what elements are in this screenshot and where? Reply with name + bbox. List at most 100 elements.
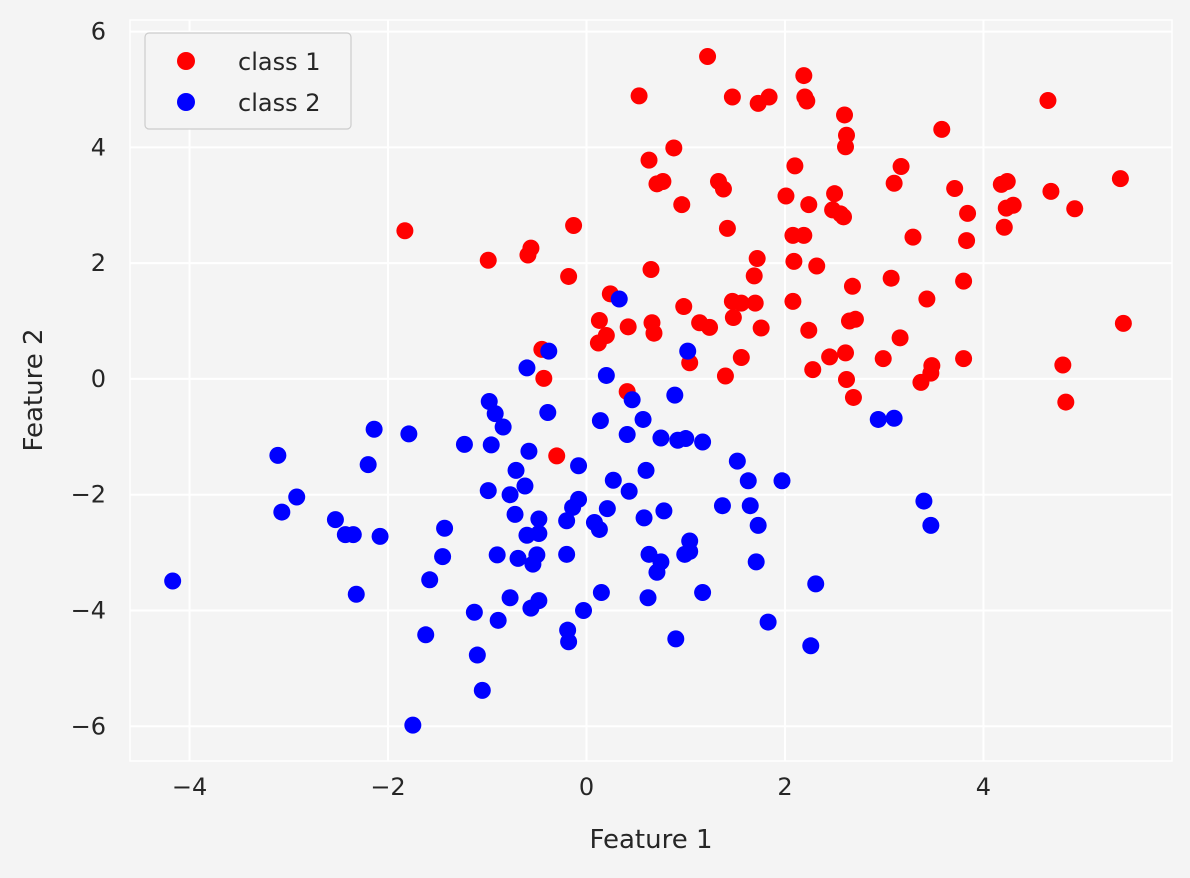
- data-point-class-2: [486, 405, 504, 423]
- data-point-class-2: [635, 509, 653, 527]
- y-tick-label: 4: [91, 133, 106, 161]
- data-point-class-2: [482, 436, 500, 454]
- data-point-class-1: [1057, 393, 1075, 411]
- data-point-class-1: [589, 334, 607, 352]
- data-point-class-2: [570, 457, 588, 475]
- data-point-class-1: [749, 94, 767, 112]
- data-point-class-2: [869, 410, 887, 428]
- data-point-class-1: [835, 208, 853, 226]
- data-point-class-2: [634, 410, 652, 428]
- data-point-class-1: [560, 267, 578, 285]
- data-point-class-2: [539, 403, 557, 421]
- data-point-class-2: [288, 488, 306, 506]
- data-point-class-2: [468, 646, 486, 664]
- data-point-class-1: [535, 369, 553, 387]
- data-point-class-2: [802, 637, 820, 655]
- data-point-class-1: [673, 196, 691, 214]
- data-point-class-2: [570, 490, 588, 508]
- data-point-class-1: [836, 106, 854, 124]
- data-point-class-1: [995, 218, 1013, 236]
- data-point-class-2: [713, 497, 731, 515]
- data-point-class-2: [728, 452, 746, 470]
- x-tick-label: 2: [777, 773, 792, 801]
- data-point-class-2: [694, 433, 712, 451]
- y-tick-label: −4: [71, 596, 106, 624]
- data-point-class-2: [516, 477, 534, 495]
- data-point-class-2: [590, 520, 608, 538]
- data-point-class-2: [648, 563, 666, 581]
- legend-label-class-1: class 1: [238, 48, 320, 76]
- data-point-class-1: [701, 318, 719, 336]
- data-point-class-1: [844, 388, 862, 406]
- data-point-class-2: [518, 359, 536, 377]
- data-point-class-1: [837, 371, 855, 389]
- data-point-class-1: [837, 344, 855, 362]
- data-point-class-1: [826, 185, 844, 203]
- data-point-class-1: [795, 226, 813, 244]
- data-point-class-1: [648, 175, 666, 193]
- data-point-class-1: [958, 232, 976, 250]
- data-point-class-1: [746, 294, 764, 312]
- data-point-class-2: [522, 599, 540, 617]
- data-point-class-1: [630, 87, 648, 105]
- data-point-class-2: [591, 412, 609, 430]
- data-point-class-1: [752, 319, 770, 337]
- x-tick-label: −4: [172, 773, 207, 801]
- plot-border: [129, 19, 1173, 762]
- data-point-class-2: [359, 456, 377, 474]
- data-point-class-1: [837, 138, 855, 156]
- data-points: [164, 47, 1132, 734]
- data-point-class-1: [716, 367, 734, 385]
- data-point-class-1: [479, 251, 497, 269]
- x-tick-label: −2: [370, 773, 405, 801]
- data-point-class-1: [874, 350, 892, 368]
- data-point-class-2: [623, 391, 641, 409]
- data-point-class-2: [637, 461, 655, 479]
- data-point-class-1: [723, 88, 741, 106]
- data-point-class-2: [604, 471, 622, 489]
- data-point-class-1: [665, 139, 683, 157]
- data-point-class-1: [548, 447, 566, 465]
- axis-ticks: −4 −2 0 2 4 −6 −4 −2 0 2 4 6: [71, 18, 991, 801]
- data-point-class-2: [434, 548, 452, 566]
- data-point-class-1: [732, 294, 750, 312]
- data-point-class-2: [807, 575, 825, 593]
- data-point-class-2: [501, 589, 519, 607]
- data-point-class-1: [642, 261, 660, 279]
- data-point-class-2: [739, 472, 757, 490]
- data-point-class-2: [455, 435, 473, 453]
- x-tick-label: 0: [579, 773, 594, 801]
- legend-frame: [144, 32, 352, 130]
- data-point-class-1: [786, 157, 804, 175]
- data-point-class-2: [610, 290, 628, 308]
- data-point-class-1: [519, 246, 537, 264]
- data-point-class-1: [777, 187, 795, 205]
- legend-marker-class-2: [177, 93, 195, 111]
- data-point-class-2: [417, 626, 435, 644]
- data-point-class-2: [530, 510, 548, 528]
- data-point-class-2: [749, 516, 767, 534]
- data-point-class-2: [326, 511, 344, 529]
- data-point-class-1: [846, 310, 864, 328]
- data-point-class-1: [885, 174, 903, 192]
- data-point-class-1: [748, 250, 766, 268]
- data-point-class-2: [479, 482, 497, 500]
- data-point-class-2: [667, 630, 685, 648]
- data-point-class-1: [718, 219, 736, 237]
- data-point-class-2: [436, 519, 454, 537]
- data-point-class-1: [804, 361, 822, 379]
- data-point-class-2: [598, 500, 616, 518]
- data-point-class-1: [808, 257, 826, 275]
- data-point-class-1: [912, 373, 930, 391]
- data-point-class-1: [955, 350, 973, 368]
- data-point-class-1: [918, 290, 936, 308]
- data-point-class-1: [843, 277, 861, 295]
- data-point-class-2: [273, 503, 291, 521]
- data-point-class-1: [640, 151, 658, 169]
- data-point-class-2: [618, 425, 636, 443]
- data-point-class-1: [785, 252, 803, 270]
- data-point-class-1: [1039, 91, 1057, 109]
- data-point-class-2: [465, 603, 483, 621]
